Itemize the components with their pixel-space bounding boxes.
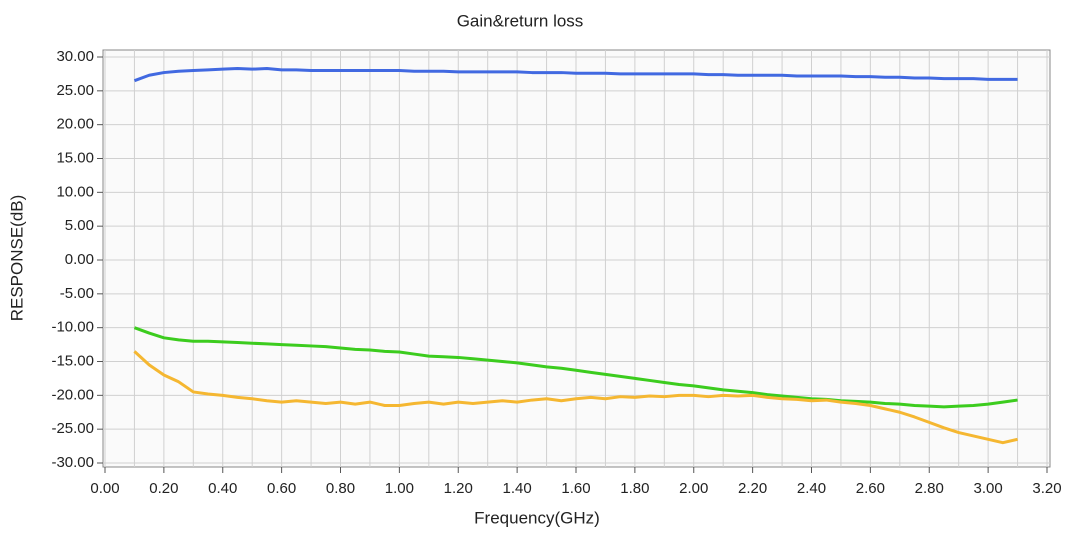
y-tick-label: -5.00 (60, 285, 94, 302)
y-tick-label: 15.00 (56, 149, 94, 166)
x-tick-label: 3.20 (1032, 480, 1061, 497)
x-tick-label: 1.60 (561, 480, 590, 497)
y-tick-label: -25.00 (51, 420, 94, 437)
x-tick-label: 1.20 (444, 480, 473, 497)
x-tick-label: 2.60 (856, 480, 885, 497)
series-line (133, 67, 1018, 83)
chart-title: Gain&return loss (457, 11, 584, 30)
x-tick-label: 0.80 (326, 480, 355, 497)
x-tick-label: 0.00 (90, 480, 119, 497)
x-axis-label: Frequency(GHz) (474, 508, 600, 527)
y-tick-label: -30.00 (51, 454, 94, 471)
y-tick-label: 25.00 (56, 82, 94, 99)
y-tick-label: 30.00 (56, 48, 94, 65)
y-tick-label: -15.00 (51, 352, 94, 369)
x-tick-label: 2.80 (915, 480, 944, 497)
x-tick-label: 2.20 (738, 480, 767, 497)
x-tick-label: 0.60 (267, 480, 296, 497)
x-tick-label: 0.20 (149, 480, 178, 497)
x-tick-label: 1.80 (620, 480, 649, 497)
series-line (133, 350, 1018, 445)
x-tick-label: 3.00 (974, 480, 1003, 497)
y-tick-label: 0.00 (65, 251, 94, 268)
x-tick-label: 2.40 (797, 480, 826, 497)
y-tick-label: 5.00 (65, 217, 94, 234)
series-line (133, 326, 1018, 409)
x-tick-label: 1.00 (385, 480, 414, 497)
x-tick-label: 0.40 (208, 480, 237, 497)
y-tick-label: -20.00 (51, 386, 94, 403)
y-tick-label: -10.00 (51, 319, 94, 336)
y-axis-label: RESPONSE(dB) (7, 195, 26, 322)
y-tick-label: 10.00 (56, 183, 94, 200)
x-tick-label: 1.40 (503, 480, 532, 497)
x-tick-label: 2.00 (679, 480, 708, 497)
y-tick-label: 20.00 (56, 116, 94, 133)
